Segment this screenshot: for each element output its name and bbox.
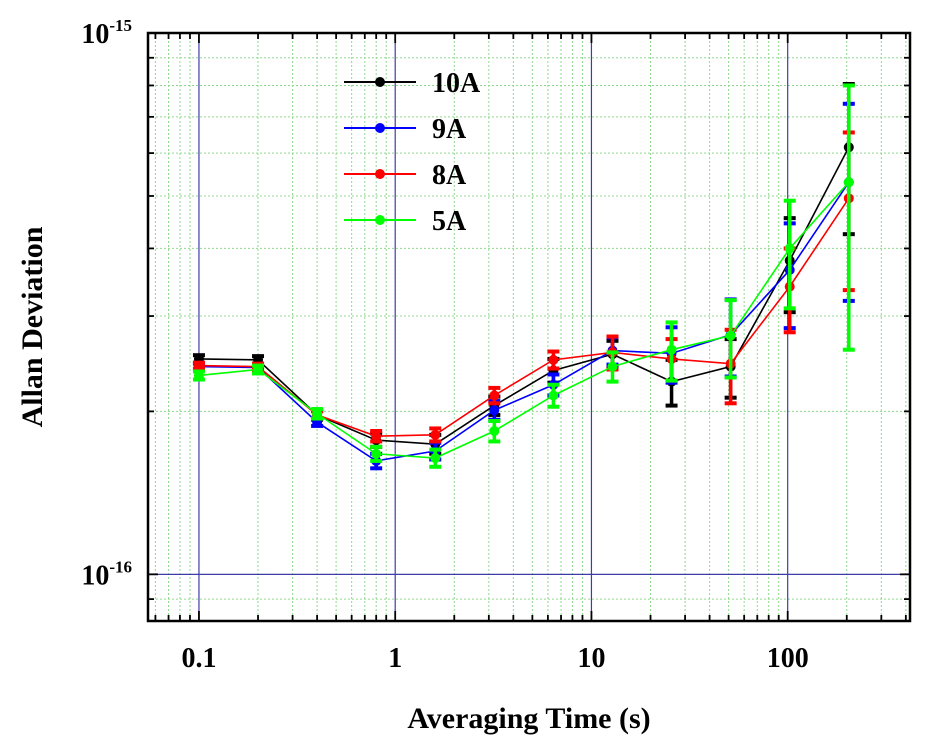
data-point [371, 431, 382, 442]
series-line [198, 146, 850, 445]
series-layer [192, 81, 855, 471]
series-5A [192, 83, 855, 469]
data-point [430, 453, 441, 464]
legend-marker [375, 169, 385, 179]
legend-marker [375, 77, 385, 87]
data-point [548, 354, 559, 365]
legend-marker [375, 215, 385, 225]
data-point [784, 243, 795, 254]
y-axis-title: Allan Deviation [16, 226, 49, 427]
data-point [489, 425, 500, 436]
x-axis-title: Averaging Time (s) [407, 702, 650, 735]
legend-item-8A: 8A [344, 160, 467, 191]
data-point [489, 390, 500, 401]
axis-ticks: 0.1 1 10 100 10-16 10-15 [81, 16, 910, 674]
series-line [198, 181, 850, 459]
data-point [548, 390, 559, 401]
legend-item-5A: 5A [344, 206, 467, 237]
legend-label: 8A [432, 160, 467, 191]
legend-label: 10A [432, 68, 481, 99]
x-tick-label: 0.1 [181, 643, 216, 674]
legend-label: 5A [432, 206, 467, 237]
x-tick-label: 100 [767, 643, 809, 674]
series-line [198, 181, 850, 462]
plot-frame [146, 31, 912, 623]
data-point [312, 408, 323, 419]
data-point [430, 429, 441, 440]
x-tick-label: 1 [388, 643, 402, 674]
legend-item-10A: 10A [344, 68, 481, 99]
data-point [725, 330, 736, 341]
minor-grid [148, 33, 910, 621]
legend-label: 9A [432, 114, 467, 145]
data-point [193, 370, 204, 381]
y-tick-label: 10-15 [81, 16, 132, 50]
data-point [193, 360, 204, 371]
data-point [843, 177, 854, 188]
data-point [666, 344, 677, 355]
y-tick-label: 10-16 [81, 557, 132, 591]
data-point [371, 448, 382, 459]
series-line [198, 197, 850, 437]
x-tick-label: 10 [577, 643, 605, 674]
legend: 10A 9A 8A 5A [344, 68, 481, 237]
data-point [253, 364, 264, 375]
data-point [489, 405, 500, 416]
legend-item-9A: 9A [344, 114, 467, 145]
legend-marker [375, 123, 385, 133]
data-point [607, 361, 618, 372]
